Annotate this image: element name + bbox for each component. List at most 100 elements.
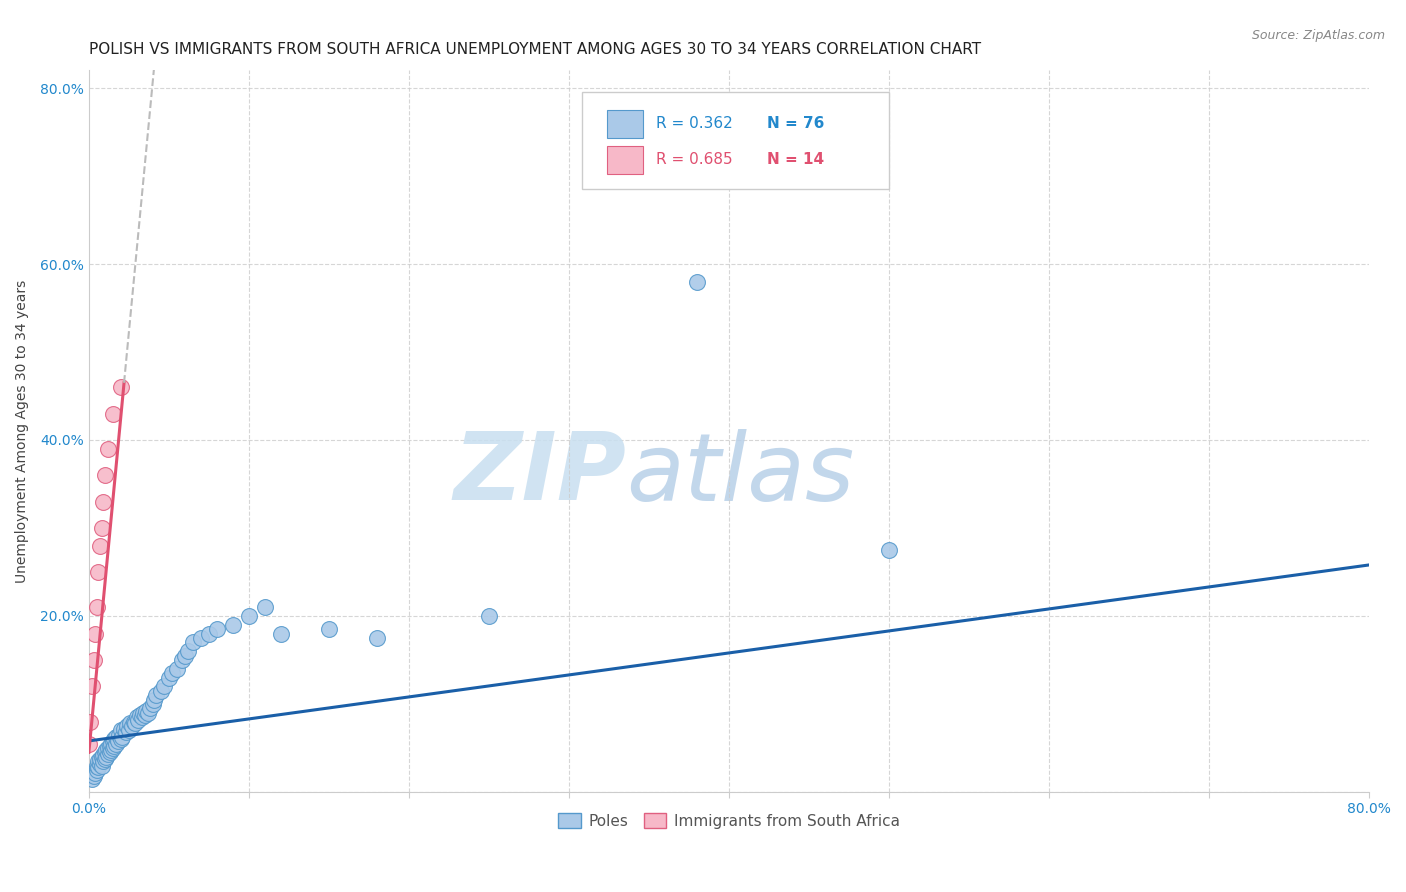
Point (166, 662, 188, 676)
Point (101, 741, 124, 756)
FancyBboxPatch shape (607, 146, 643, 174)
Point (138, 701, 160, 715)
Point (96, 742, 118, 756)
Point (173, 648, 195, 663)
Point (89, 539, 111, 553)
Point (94, 751, 117, 765)
Point (80, 772, 103, 786)
Point (111, 731, 134, 745)
Point (686, 275, 709, 289)
Point (94, 468, 117, 483)
Point (135, 704, 157, 718)
Point (366, 631, 388, 645)
Point (160, 666, 183, 681)
Text: atlas: atlas (627, 429, 855, 520)
Point (105, 737, 128, 751)
Point (91, 747, 114, 762)
Point (110, 380, 132, 394)
Text: Source: ZipAtlas.com: Source: ZipAtlas.com (1251, 29, 1385, 42)
Point (90, 749, 112, 764)
Point (177, 644, 200, 658)
Point (90, 758, 112, 772)
Point (91, 754, 114, 768)
Point (80, 679, 103, 693)
Point (134, 707, 156, 722)
Point (270, 626, 292, 640)
Point (145, 688, 167, 702)
Text: R = 0.362: R = 0.362 (657, 116, 733, 130)
Point (117, 719, 139, 733)
Point (90, 521, 112, 535)
Point (253, 600, 276, 615)
Point (143, 692, 166, 706)
Point (127, 713, 149, 727)
Point (84, 626, 107, 640)
Point (112, 722, 135, 736)
Point (86, 758, 108, 772)
Point (181, 635, 204, 649)
Point (101, 734, 124, 748)
Point (110, 723, 132, 738)
Point (198, 626, 221, 640)
Point (157, 671, 180, 685)
Point (136, 706, 159, 720)
Point (86, 763, 108, 777)
Point (100, 742, 122, 756)
Point (118, 723, 141, 738)
Point (98, 745, 121, 759)
Point (83, 653, 105, 667)
Point (103, 732, 125, 747)
Point (153, 679, 176, 693)
Point (91, 494, 114, 508)
Point (238, 609, 260, 624)
Point (122, 714, 145, 729)
Point (121, 719, 143, 733)
Point (132, 706, 155, 720)
Text: N = 76: N = 76 (768, 116, 825, 130)
Point (87, 760, 110, 774)
Point (107, 734, 129, 748)
Point (89, 756, 111, 771)
Legend: Poles, Immigrants from South Africa: Poles, Immigrants from South Africa (551, 806, 907, 835)
Point (114, 725, 136, 739)
Point (120, 716, 142, 731)
Point (100, 737, 122, 751)
Point (190, 631, 212, 645)
Point (142, 697, 165, 711)
Point (205, 622, 228, 636)
Point (101, 407, 124, 421)
Text: ZIP: ZIP (454, 428, 627, 521)
Point (94, 745, 117, 759)
Point (105, 731, 128, 745)
Point (89, 751, 111, 765)
Text: N = 14: N = 14 (768, 152, 824, 167)
Point (86, 600, 108, 615)
Point (87, 565, 110, 579)
Point (83, 769, 105, 783)
Point (79, 714, 101, 729)
Point (77, 737, 100, 751)
Point (96, 749, 118, 764)
Point (124, 716, 146, 731)
Point (97, 741, 120, 756)
Point (170, 653, 193, 667)
Point (87, 754, 110, 768)
Point (110, 732, 132, 747)
Text: R = 0.685: R = 0.685 (657, 152, 733, 167)
Point (478, 609, 501, 624)
Point (98, 739, 121, 754)
Point (108, 728, 131, 742)
Point (97, 442, 120, 456)
Point (877, 543, 900, 558)
FancyBboxPatch shape (607, 110, 643, 137)
Point (318, 622, 340, 636)
Y-axis label: Unemployment Among Ages 30 to 34 years: Unemployment Among Ages 30 to 34 years (15, 279, 30, 582)
Point (84, 765, 107, 780)
Point (97, 747, 120, 761)
FancyBboxPatch shape (582, 92, 889, 189)
Text: POLISH VS IMMIGRANTS FROM SOUTH AFRICA UNEMPLOYMENT AMONG AGES 30 TO 34 YEARS CO: POLISH VS IMMIGRANTS FROM SOUTH AFRICA U… (89, 42, 981, 57)
Point (149, 683, 172, 698)
Point (129, 707, 152, 722)
Point (222, 617, 245, 632)
Point (125, 710, 148, 724)
